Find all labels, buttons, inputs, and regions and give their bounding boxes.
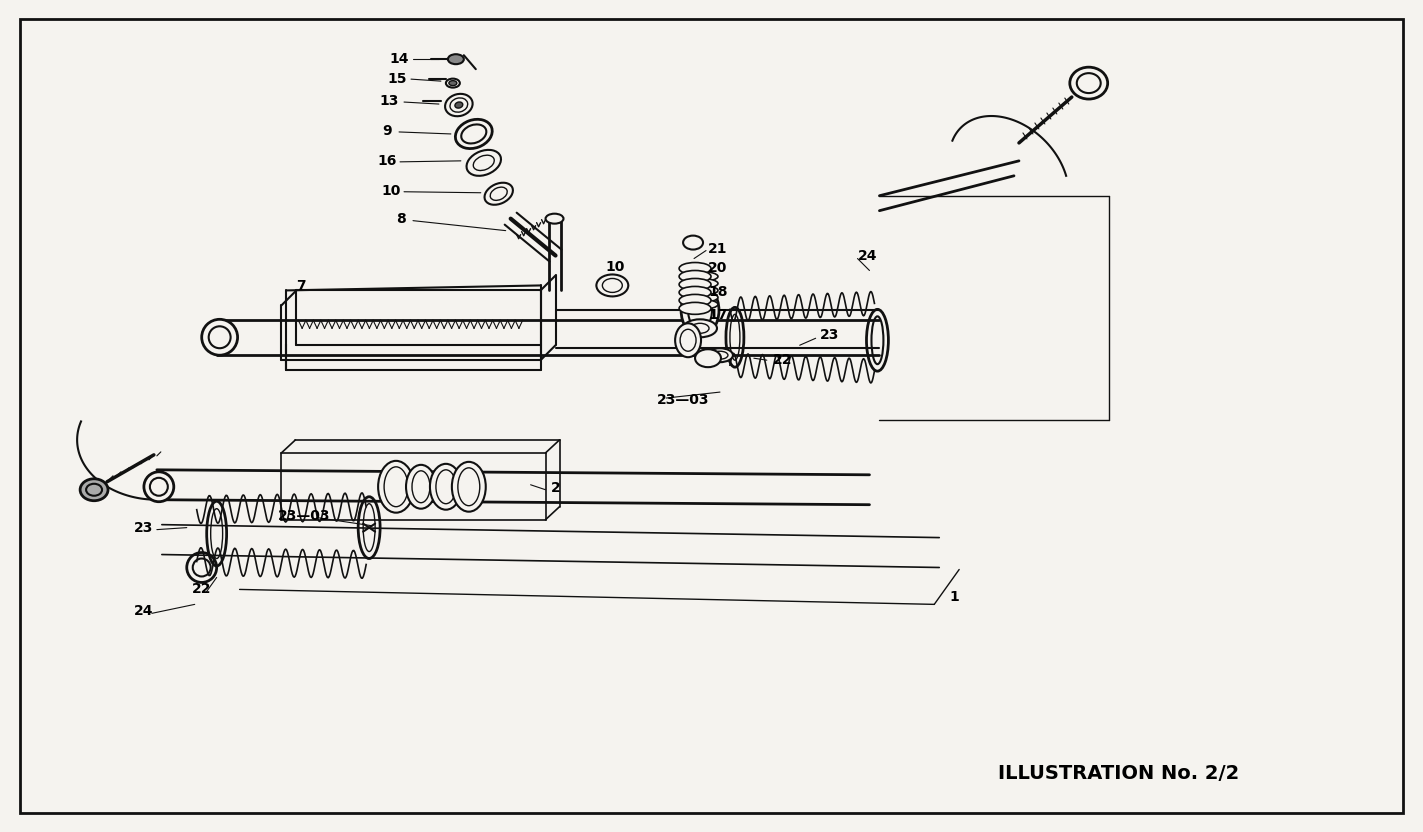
Ellipse shape: [682, 300, 719, 310]
Ellipse shape: [379, 461, 414, 513]
Text: 14: 14: [390, 52, 408, 67]
Ellipse shape: [445, 94, 472, 116]
Ellipse shape: [455, 119, 492, 149]
Ellipse shape: [679, 286, 712, 299]
Ellipse shape: [448, 81, 457, 86]
Text: 23: 23: [134, 521, 154, 535]
Text: 10: 10: [381, 184, 401, 198]
Text: 21: 21: [709, 241, 727, 255]
Ellipse shape: [679, 279, 712, 290]
Text: 20: 20: [709, 261, 727, 275]
Ellipse shape: [683, 235, 703, 250]
Text: 7: 7: [296, 280, 306, 294]
Ellipse shape: [448, 54, 464, 64]
Text: 23—03: 23—03: [277, 508, 330, 522]
Text: 13: 13: [380, 94, 398, 108]
Text: 23: 23: [820, 329, 840, 342]
Ellipse shape: [80, 478, 108, 501]
Ellipse shape: [682, 285, 719, 336]
Ellipse shape: [484, 183, 512, 205]
Ellipse shape: [453, 462, 485, 512]
Ellipse shape: [406, 465, 435, 508]
Text: 9: 9: [383, 124, 391, 138]
Text: 10: 10: [606, 260, 625, 274]
Ellipse shape: [694, 349, 721, 367]
Ellipse shape: [1070, 67, 1107, 99]
Ellipse shape: [202, 319, 238, 355]
Ellipse shape: [679, 302, 712, 314]
Ellipse shape: [682, 292, 719, 302]
Text: 18: 18: [709, 285, 727, 300]
Ellipse shape: [707, 349, 733, 362]
Ellipse shape: [682, 271, 719, 281]
Ellipse shape: [675, 324, 702, 357]
Text: 16: 16: [377, 154, 397, 168]
Text: 17: 17: [709, 309, 727, 322]
Text: 15: 15: [387, 72, 407, 87]
Text: 2: 2: [551, 481, 561, 495]
Text: ILLUSTRATION No. 2/2: ILLUSTRATION No. 2/2: [998, 765, 1239, 783]
Text: 24: 24: [858, 249, 877, 263]
Text: 1: 1: [949, 591, 959, 604]
Ellipse shape: [679, 263, 712, 275]
Text: 24: 24: [134, 604, 154, 618]
Ellipse shape: [467, 150, 501, 176]
Ellipse shape: [682, 279, 719, 289]
Text: 23—03: 23—03: [657, 393, 709, 407]
Ellipse shape: [596, 275, 629, 296]
Ellipse shape: [679, 295, 712, 306]
Ellipse shape: [679, 270, 712, 282]
Ellipse shape: [144, 472, 174, 502]
Ellipse shape: [445, 79, 460, 87]
Ellipse shape: [683, 319, 717, 337]
Ellipse shape: [682, 285, 719, 295]
Ellipse shape: [455, 102, 462, 108]
Text: 22: 22: [192, 582, 212, 597]
Text: 22: 22: [773, 354, 793, 367]
Ellipse shape: [545, 214, 564, 224]
Ellipse shape: [430, 463, 462, 510]
Text: 8: 8: [396, 211, 406, 225]
